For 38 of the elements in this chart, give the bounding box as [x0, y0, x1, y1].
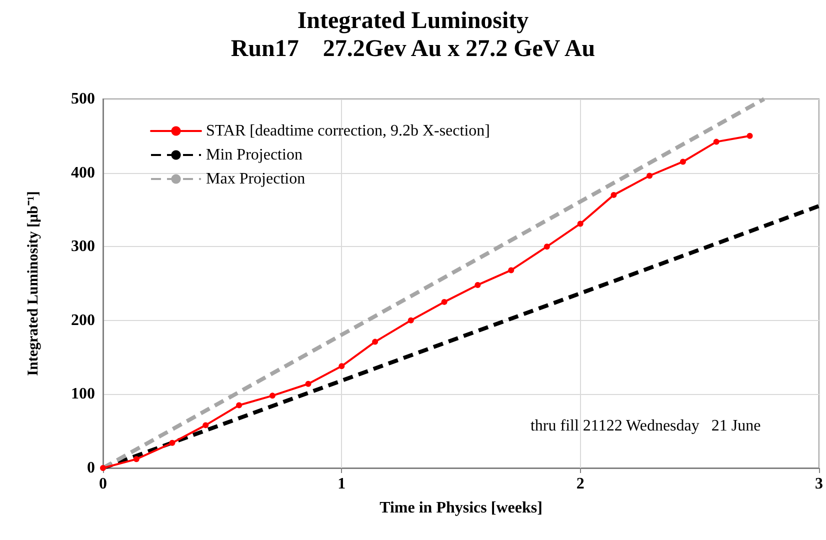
chart-subtitle: Run17 27.2Gev Au x 27.2 GeV Au: [230, 36, 596, 62]
point: [202, 422, 209, 428]
y-tick-label: 300: [71, 238, 95, 256]
point: [408, 317, 414, 324]
point: [474, 282, 481, 288]
point: [610, 192, 617, 198]
point: [713, 138, 720, 145]
point: [236, 402, 242, 408]
y-tick-label: 0: [87, 460, 95, 476]
x-tick-label: 2: [576, 476, 584, 492]
legend-label: Min Projection: [206, 146, 302, 164]
point: [441, 298, 448, 305]
chart-title: Integrated Luminosity: [297, 8, 529, 34]
legend-label: STAR [deadtime correction, 9.2b X-section]: [206, 122, 490, 140]
point: [372, 338, 378, 345]
y-tick-label: 500: [71, 90, 95, 108]
point: [544, 244, 550, 250]
x-tick-label: 3: [815, 476, 823, 492]
x-axis-title: Time in Physics [weeks]: [380, 500, 542, 516]
point: [169, 440, 176, 446]
point: [746, 132, 753, 139]
point: [508, 267, 514, 274]
x-tick-label: 1: [338, 476, 346, 492]
point: [269, 392, 276, 399]
annotation: thru fill 21122 Wednesday 21 June: [530, 418, 761, 434]
point: [100, 465, 106, 471]
point: [577, 220, 584, 227]
x-tick-label: 0: [99, 476, 107, 492]
point: [133, 456, 140, 462]
y-tick-label: 400: [71, 164, 95, 182]
point: [338, 363, 345, 370]
legend-label: Max Projection: [206, 170, 306, 188]
y-axis-title: Integrated Luminosity [μb⁻¹]: [26, 191, 42, 376]
point: [305, 380, 312, 387]
y-tick-label: 200: [71, 312, 95, 329]
point: [646, 172, 653, 179]
point: [680, 158, 686, 165]
y-tick-label: 100: [71, 386, 95, 403]
